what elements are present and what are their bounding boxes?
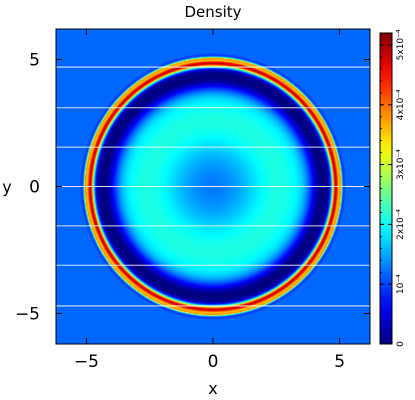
colorbar-tick-label: 3x10⁻⁴ [396,149,406,180]
y-axis: 5 0 −5 [15,50,370,325]
colorbar-tick-label: 5x10⁻⁴ [396,29,406,60]
y-tick-label: 0 [29,178,40,198]
colorbar-ticks: 0 10⁻⁴ 2x10⁻⁴ 3x10⁻⁴ 4x10⁻⁴ 5x10⁻⁴ [380,29,406,347]
plot-area [56,29,370,344]
x-axis: −5 0 5 [74,29,345,372]
colorbar-tick-label: 2x10⁻⁴ [396,209,406,240]
chart-title: Density [184,3,241,21]
colorbar-tick-label: 0 [396,341,406,347]
y-tick-label: −5 [15,305,40,325]
x-tick-label: −5 [74,352,99,372]
y-tick-label: 5 [29,50,40,70]
x-tick-label: 5 [334,352,345,372]
x-tick-label: 0 [208,352,219,372]
x-axis-label: x [208,379,217,398]
colorbar-tick-label: 10⁻⁴ [396,274,406,294]
streak-lines [56,66,370,307]
colorbar: 0 10⁻⁴ 2x10⁻⁴ 3x10⁻⁴ 4x10⁻⁴ 5x10⁻⁴ [379,29,406,347]
colorbar-tick-label: 4x10⁻⁴ [396,89,406,120]
y-axis-label: y [2,178,11,197]
